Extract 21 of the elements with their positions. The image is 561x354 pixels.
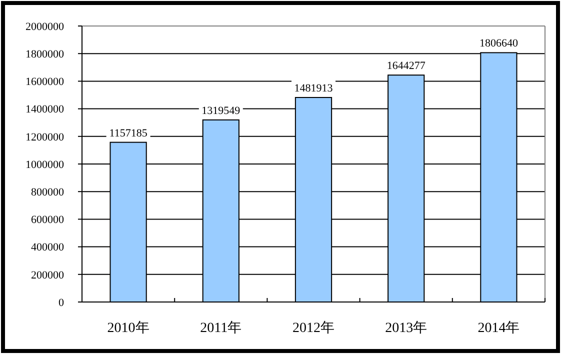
y-tick-label: 200000 bbox=[31, 269, 64, 282]
y-tick-label: 1600000 bbox=[26, 76, 64, 88]
y-tick-label: 400000 bbox=[31, 242, 64, 254]
x-tick-label: 2013年 bbox=[385, 320, 428, 336]
data-label: 1806640 bbox=[479, 38, 518, 50]
y-tick-label: 2000000 bbox=[26, 20, 64, 33]
data-label: 1157185 bbox=[109, 127, 148, 140]
y-tick-label: 0 bbox=[58, 296, 64, 309]
x-tick-label: 2010年 bbox=[107, 320, 150, 336]
y-tick-label: 800000 bbox=[31, 186, 64, 198]
data-label: 1644277 bbox=[386, 60, 426, 72]
data-label: 1319549 bbox=[202, 104, 241, 117]
y-tick-label: 1400000 bbox=[26, 104, 64, 116]
x-tick-label: 2012年 bbox=[292, 320, 334, 336]
y-tick-label: 600000 bbox=[31, 214, 64, 226]
y-tick-label: 1200000 bbox=[26, 131, 64, 144]
x-tick-label: 2014年 bbox=[478, 320, 520, 336]
y-tick-label: 1800000 bbox=[26, 48, 64, 60]
data-label: 1481913 bbox=[294, 82, 334, 94]
y-tick-label: 1000000 bbox=[26, 158, 64, 171]
x-tick-label: 2011年 bbox=[200, 320, 242, 336]
